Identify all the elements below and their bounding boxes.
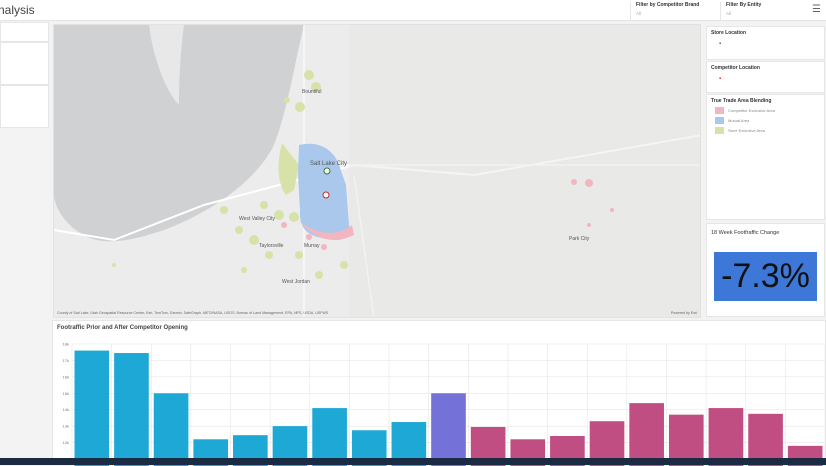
trade-areas — [112, 70, 614, 279]
bar[interactable] — [431, 393, 466, 466]
mutual-area — [298, 143, 350, 241]
y-tick-label: 18k — [63, 342, 69, 347]
map-label: Taylorsville — [259, 243, 284, 249]
left-panel-card — [0, 85, 49, 128]
store-location-marker — [323, 167, 331, 175]
chart-title: Footraffic Prior and After Competitor Op… — [57, 325, 188, 331]
competitor-exclusive-area — [281, 179, 614, 250]
antelope-island — [149, 25, 184, 105]
swatch-icon — [715, 117, 724, 124]
y-tick-label: 16k — [63, 374, 69, 379]
map-label: West Valley City — [239, 216, 275, 222]
left-panel-card — [0, 22, 49, 42]
road — [54, 134, 700, 242]
bar[interactable] — [312, 408, 347, 466]
left-panel-card — [0, 42, 49, 85]
legend-title: Competitor Location — [711, 65, 760, 71]
y-tick-label: 14k — [63, 407, 69, 412]
map-label: Salt Lake City — [310, 161, 347, 167]
legend-item: Mutual Area — [715, 117, 820, 124]
legend-item: Store Exclusive Area — [715, 127, 820, 134]
legend-label: Mutual Area — [728, 118, 750, 123]
legend-item: Competitor Exclusive Area — [715, 107, 820, 114]
mountain-area — [349, 25, 700, 317]
header: nalysis Filter by Competitor Brand All F… — [0, 0, 826, 21]
kpi-title: 18 Week Footfraffic Change — [711, 230, 780, 236]
swatch-icon — [715, 127, 724, 134]
legend-store-location: Store Location ▪ — [706, 26, 825, 60]
page-title: nalysis — [0, 3, 35, 17]
bar[interactable] — [114, 353, 149, 466]
legend-trade-area: True Trade Area Blending Competitor Excl… — [706, 94, 825, 220]
store-exclusive-area — [278, 143, 299, 195]
bar[interactable] — [668, 414, 704, 466]
hamburger-icon[interactable]: ☰ — [812, 4, 821, 15]
map-attribution: County of Salt Lake, Utah Geospatial Res… — [57, 311, 329, 315]
legend-title: Store Location — [711, 30, 747, 36]
y-tick-label: 17k — [63, 358, 69, 363]
map-label: Bountiful — [302, 89, 321, 95]
bar[interactable] — [708, 408, 744, 466]
competitor-exclusive-area — [299, 220, 354, 240]
bar-chart: 11k12k13k14k15k16k17k18k9 Weeks Prior8 W… — [63, 342, 826, 466]
legend-label: Competitor Exclusive Area — [728, 108, 775, 113]
store-exclusive-area — [112, 70, 348, 279]
y-tick-label: 12k — [63, 440, 69, 445]
filter-entity[interactable]: Filter By Entity All — [720, 2, 806, 20]
legend-label: Store Exclusive Area — [728, 128, 765, 133]
map[interactable]: Salt Lake City West Valley City Murray W… — [53, 24, 701, 318]
legend-title: True Trade Area Blending — [711, 98, 772, 104]
taskbar — [0, 458, 826, 465]
filter-value: All — [726, 11, 732, 16]
y-tick-label: 15k — [63, 391, 69, 396]
store-marker-icon: ▪ — [719, 41, 722, 47]
map-label: West Jordan — [282, 279, 310, 285]
bar[interactable] — [153, 393, 189, 466]
map-label: Murray — [304, 243, 320, 249]
bar[interactable] — [629, 403, 664, 466]
footfall-chart-panel: Footraffic Prior and After Competitor Op… — [52, 320, 826, 466]
map-canvas: Salt Lake City West Valley City Murray W… — [54, 25, 700, 317]
swatch-icon — [715, 107, 724, 114]
y-tick-label: 13k — [63, 424, 69, 429]
competitor-location-marker — [322, 191, 330, 199]
bar[interactable] — [74, 350, 110, 466]
competitor-marker-icon: ▪ — [719, 76, 722, 82]
filter-label: Filter by Competitor Brand — [636, 2, 700, 8]
great-salt-lake — [54, 25, 304, 242]
map-label: Park City — [569, 236, 590, 242]
filter-label: Filter By Entity — [726, 2, 762, 8]
kpi-value: -7.3% — [714, 252, 817, 301]
filter-competitor-brand[interactable]: Filter by Competitor Brand All — [630, 2, 716, 20]
powered-by-esri[interactable]: Powered by Esri — [670, 311, 697, 315]
legend-competitor-location: Competitor Location ▪ — [706, 61, 825, 93]
filter-value: All — [636, 11, 642, 16]
bar[interactable] — [748, 413, 783, 466]
